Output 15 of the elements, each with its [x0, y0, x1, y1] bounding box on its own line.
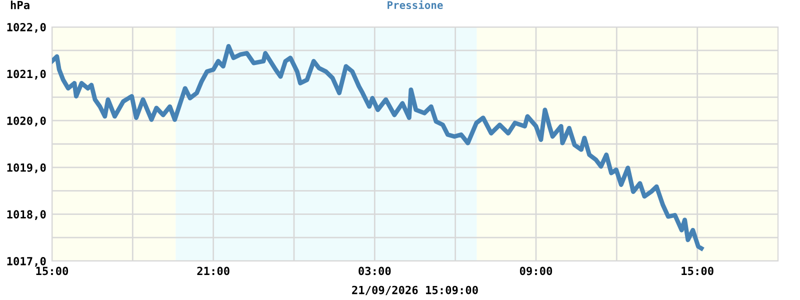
x-tick-label: 21:00 [197, 266, 230, 276]
line-series [52, 44, 704, 251]
y-tick-label: 1022,0 [7, 22, 46, 33]
y-tick-label: 1021,0 [7, 70, 46, 80]
y-axis-title: hPa [10, 0, 30, 10]
x-tick-label: 15:00 [682, 266, 714, 276]
x-tick-label: 09:00 [520, 266, 552, 276]
y-tick-label: 1018,0 [7, 210, 46, 220]
x-tick-label: 15:00 [36, 266, 68, 276]
y-tick-label: 1020,0 [7, 116, 46, 126]
x-axis-title: 21/09/2026 15:09:00 [352, 286, 478, 296]
chart-title: Pressione [388, 0, 443, 10]
y-tick-label: 1017,0 [7, 256, 46, 267]
x-tick-label: 03:00 [358, 266, 391, 276]
y-tick-label: 1019,0 [7, 163, 46, 174]
